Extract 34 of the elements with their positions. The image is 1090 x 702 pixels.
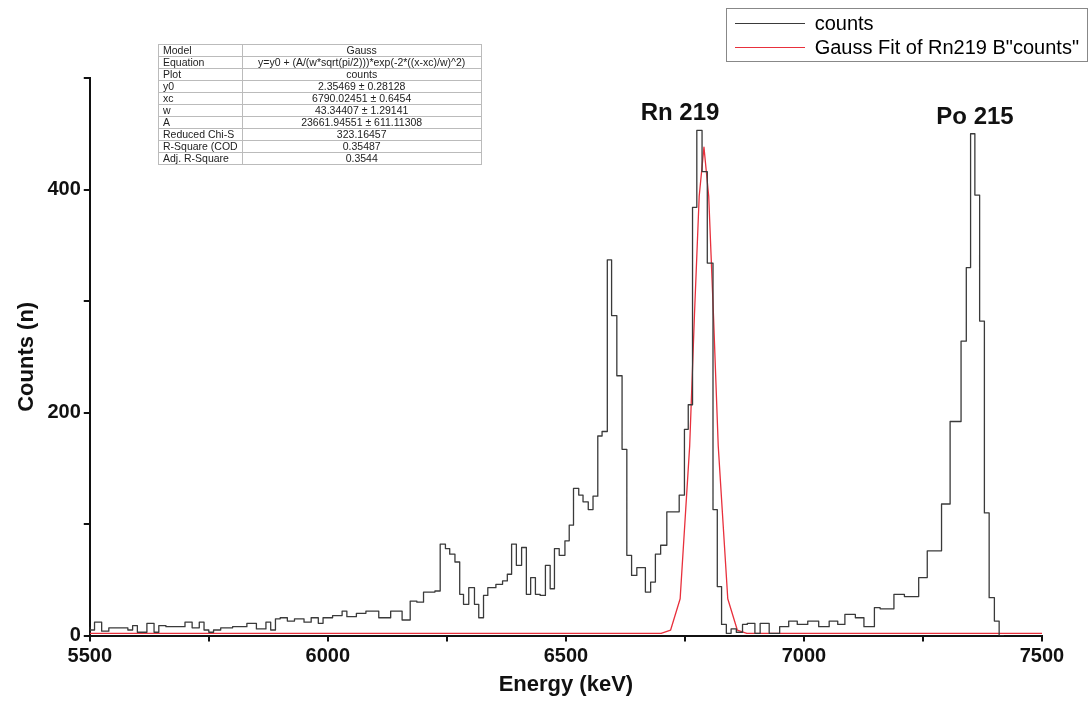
annotation: 0.3544	[242, 152, 482, 165]
text: y=y0 + (A/(w*sqrt(pi/2)))*exp(-2*((x-xc)/w)^2)	[242, 56, 482, 69]
annotation: 2.35469 ± 0.28128	[242, 80, 482, 93]
annotation: 323.16457	[242, 128, 482, 141]
annotation: 6790.02451 ± 0.6454	[242, 92, 482, 105]
annotation: y0	[158, 80, 243, 93]
x-tick-label: 6000	[305, 644, 351, 667]
annotation: xc	[158, 92, 243, 105]
x-tick-label: 7000	[781, 644, 827, 667]
y-tick-label: 400	[47, 177, 81, 200]
x-tick-label: 6500	[543, 644, 589, 667]
annotation: Adj. R-Square	[158, 152, 243, 165]
legend-label: Gauss Fit of Rn219 B"counts"	[814, 35, 1079, 59]
annotation: 23661.94551 ± 611.11308	[242, 116, 482, 129]
y-tick-label: 200	[47, 400, 81, 423]
y-axis-title: Counts (n)	[13, 301, 39, 412]
annotation: 0.35487	[242, 140, 482, 153]
annotation: A	[158, 116, 243, 129]
annotation: Reduced Chi-S	[158, 128, 243, 141]
annotation: counts	[242, 68, 482, 81]
annotation: Plot	[158, 68, 243, 81]
annotation: Po 215	[936, 102, 1014, 130]
text: Equation	[158, 56, 243, 69]
x-axis-title: Energy (keV)	[498, 670, 634, 696]
x-tick-label: 7500	[1019, 644, 1065, 667]
annotation: Rn 219	[640, 98, 720, 126]
annotation: 43.34407 ± 1.29141	[242, 104, 482, 117]
x-tick-label: 5500	[67, 644, 113, 667]
annotation: R-Square (COD	[158, 140, 243, 153]
text: Gauss	[242, 44, 482, 57]
y-tick-label: 0	[69, 623, 81, 646]
legend-label: counts	[814, 11, 874, 35]
text: Model	[158, 44, 243, 57]
annotation: w	[158, 104, 243, 117]
